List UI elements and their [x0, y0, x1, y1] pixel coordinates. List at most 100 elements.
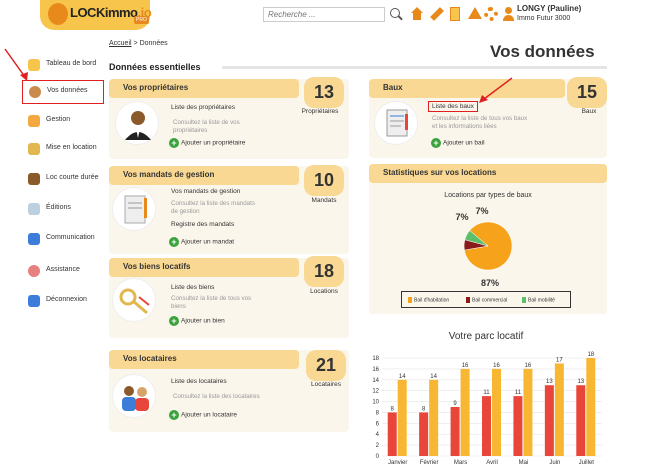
y-tick-label: 12 [372, 389, 379, 395]
pie-chart: 87% 7% 7% [455, 206, 513, 288]
bar [482, 396, 491, 456]
card-description: Consultez la liste des locataires [173, 393, 260, 400]
bar-chart-title: Votre parc locatif [448, 331, 524, 342]
sidebar-item-editions[interactable]: Éditions [22, 198, 104, 222]
y-tick-label: 4 [376, 432, 380, 438]
card-title: Vos locataires [109, 350, 299, 369]
bar-value-label: 8 [422, 406, 426, 412]
owners-count: 13 [304, 77, 344, 108]
section-title: Données essentielles [109, 62, 201, 72]
keys-icon [112, 278, 156, 322]
legend-swatch [408, 297, 412, 303]
add-tenant-button[interactable]: + Ajouter un locataire [169, 410, 237, 420]
properties-count-label: Locations [310, 288, 338, 295]
pie-chart-title: Locations par types de baux [444, 192, 532, 199]
document-icon[interactable] [450, 7, 460, 21]
legend-swatch [466, 297, 470, 303]
plus-icon: + [169, 316, 179, 326]
sidebar-item-short-term[interactable]: Loc courte durée [22, 168, 104, 192]
card-description: Consultez la liste de tous vos biens [171, 295, 252, 310]
card-biens: Vos biens locatifs Liste des biens Consu… [109, 258, 349, 338]
link-mandates[interactable]: Vos mandats de gestion [171, 188, 241, 195]
x-tick-label: Février [420, 460, 439, 465]
card-description: Consultez la liste de tous vos baux et l… [432, 115, 528, 130]
link-properties-list[interactable]: Liste des biens [171, 284, 215, 291]
link-leases-list[interactable]: Liste des baux [428, 101, 478, 112]
breadcrumb: Accueil > Données [109, 40, 168, 47]
properties-count: 18 [304, 256, 344, 287]
bar [554, 363, 564, 456]
add-mandate-button[interactable]: + Ajouter un mandat [169, 237, 234, 247]
tenants-count-label: Locataires [311, 381, 341, 388]
divider [222, 66, 607, 69]
y-tick-label: 10 [372, 400, 379, 406]
annotation-arrow-icon [479, 77, 513, 103]
bar-value-label: 11 [483, 390, 490, 396]
sidebar-item-rental[interactable]: Mise en location [22, 138, 104, 162]
bar [523, 368, 533, 456]
page-title: Vos données [490, 42, 595, 61]
add-property-button[interactable]: + Ajouter un bien [169, 316, 225, 326]
add-lease-button[interactable]: + Ajouter un bail [431, 138, 485, 148]
lease-document-icon [374, 101, 418, 145]
sidebar-item-assistance[interactable]: Assistance [22, 260, 104, 284]
x-tick-label: Juillet [579, 460, 595, 465]
legend-item: Bail d'habitation [408, 297, 449, 303]
leases-count: 15 [567, 77, 607, 108]
y-tick-label: 16 [372, 367, 379, 373]
user-name: LONGY (Pauline) [517, 4, 582, 13]
user-org: Immo Futur 3000 [517, 15, 571, 22]
sidebar-item-data[interactable]: Vos données [22, 80, 104, 104]
card-title: Vos propriétaires [109, 79, 299, 98]
bar [544, 385, 554, 456]
management-icon [28, 115, 40, 127]
bar [429, 379, 439, 456]
plus-icon: + [169, 237, 179, 247]
breadcrumb-home[interactable]: Accueil [109, 40, 132, 47]
card-title: Vos biens locatifs [109, 258, 299, 277]
bar-chart: 0 2 4 6 8 10 12 14 16 18 8 14 Janvier 8 14 Février 9 16 Ma… [372, 352, 602, 465]
pie-value-label: 87% [481, 278, 499, 288]
key-icon [28, 143, 40, 155]
search-input[interactable] [263, 7, 385, 22]
chat-icon [28, 233, 40, 245]
support-icon [28, 265, 40, 277]
bar [460, 368, 470, 456]
pie-slice [464, 221, 513, 271]
link-mandates-register[interactable]: Registre des mandats [171, 221, 235, 228]
contract-icon [112, 187, 156, 231]
plus-icon: + [169, 138, 179, 148]
bar [576, 385, 586, 456]
bar-value-label: 13 [546, 379, 553, 385]
sidebar-item-dashboard[interactable]: Tableau de bord [22, 54, 104, 78]
card-title: Baux [369, 79, 565, 98]
logo-tag: PRO [134, 16, 149, 24]
logout-icon [28, 295, 40, 307]
bar-value-label: 18 [587, 352, 594, 358]
home-icon[interactable] [410, 7, 424, 21]
annotation-arrow-icon [4, 48, 28, 81]
bar [450, 407, 460, 456]
y-tick-label: 18 [372, 356, 379, 362]
tenants-count: 21 [306, 350, 346, 381]
tree-icon[interactable] [468, 7, 482, 21]
bar [387, 412, 397, 456]
link-owners-list[interactable]: Liste des propriétaires [171, 104, 235, 111]
sidebar-item-communication[interactable]: Communication [22, 228, 104, 252]
pen-icon[interactable] [430, 7, 444, 21]
add-owner-button[interactable]: + Ajouter un propriétaire [169, 138, 245, 148]
breadcrumb-current: Données [139, 40, 168, 47]
suitcase-icon [28, 173, 40, 185]
bar [513, 396, 523, 456]
bar-value-label: 13 [577, 379, 584, 385]
sidebar-item-logout[interactable]: Déconnexion [22, 290, 104, 314]
user-icon[interactable] [502, 7, 516, 21]
link-tenants-list[interactable]: Liste des locataires [171, 378, 227, 385]
sidebar-item-gestion[interactable]: Gestion [22, 110, 104, 134]
card-description: Consultez la liste de vos propriétaires [173, 119, 240, 134]
card-description: Consultez la liste des mandats de gestio… [171, 200, 255, 215]
search-icon[interactable] [390, 8, 400, 18]
document-icon [28, 203, 40, 215]
plus-icon: + [431, 138, 441, 148]
gear-icon[interactable] [484, 7, 498, 21]
